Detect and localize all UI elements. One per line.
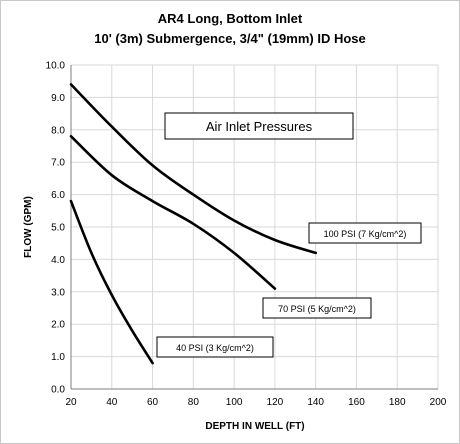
y-tick-label: 5.0 [51, 223, 65, 234]
x-tick-label: 60 [147, 397, 159, 408]
y-tick-label: 8.0 [51, 125, 65, 136]
x-tick-label: 40 [106, 397, 118, 408]
x-tick-label: 180 [389, 397, 406, 408]
x-tick-label: 20 [65, 397, 77, 408]
y-axis-label: FLOW (GPM) [23, 196, 34, 258]
series-lines [69, 83, 317, 365]
series-label-70psi-box [262, 297, 372, 319]
x-tick-label: 200 [430, 397, 447, 408]
x-tick-label: 120 [267, 397, 284, 408]
x-tick-label: 80 [188, 397, 200, 408]
y-tick-label: 4.0 [51, 255, 65, 266]
y-tick-label: 3.0 [51, 287, 65, 298]
y-tick-label: 1.0 [51, 352, 65, 363]
series-label-100psi-text: 100 PSI (7 Kg/cm^2) [324, 229, 407, 239]
legend-box: Air Inlet Pressures [164, 112, 354, 140]
series-label-100psi-box [308, 222, 422, 244]
y-tick-label: 6.0 [51, 190, 65, 201]
y-tick-labels: 0.0 1.0 2.0 3.0 4.0 5.0 6.0 7.0 8.0 9.0 10.0 [46, 61, 66, 396]
series-line-40psi [69, 199, 154, 365]
x-tick-label: 140 [307, 397, 324, 408]
y-tick-label: 0.0 [51, 385, 65, 396]
chart-subtitle: 10' (3m) Submergence, 3/4" (19mm) ID Hos… [94, 31, 366, 46]
legend-box-text: Air Inlet Pressures [206, 119, 313, 134]
series-label-40psi: 40 PSI (3 Kg/cm^2) [156, 336, 274, 358]
legend-box-frame [164, 112, 354, 140]
x-axis-label: DEPTH IN WELL (FT) [205, 421, 304, 432]
series-line-100psi [69, 83, 317, 255]
axes [70, 65, 438, 390]
chart-title: AR4 Long, Bottom Inlet [158, 11, 303, 26]
x-tick-labels: 20 40 60 80 100 120 140 160 180 200 [65, 397, 446, 408]
series-label-70psi: 70 PSI (5 Kg/cm^2) [262, 297, 372, 319]
series-label-40psi-text: 40 PSI (3 Kg/cm^2) [176, 343, 254, 353]
series-label-100psi: 100 PSI (7 Kg/cm^2) [308, 222, 422, 244]
y-tick-label: 2.0 [51, 320, 65, 331]
y-tick-label: 7.0 [51, 158, 65, 169]
x-tick-label: 160 [348, 397, 365, 408]
y-tick-label: 9.0 [51, 93, 65, 104]
series-label-70psi-text: 70 PSI (5 Kg/cm^2) [278, 304, 356, 314]
series-line-70psi [69, 135, 277, 290]
series-label-40psi-box [156, 336, 274, 358]
x-tick-label: 100 [226, 397, 243, 408]
y-tick-label: 10.0 [46, 61, 66, 72]
